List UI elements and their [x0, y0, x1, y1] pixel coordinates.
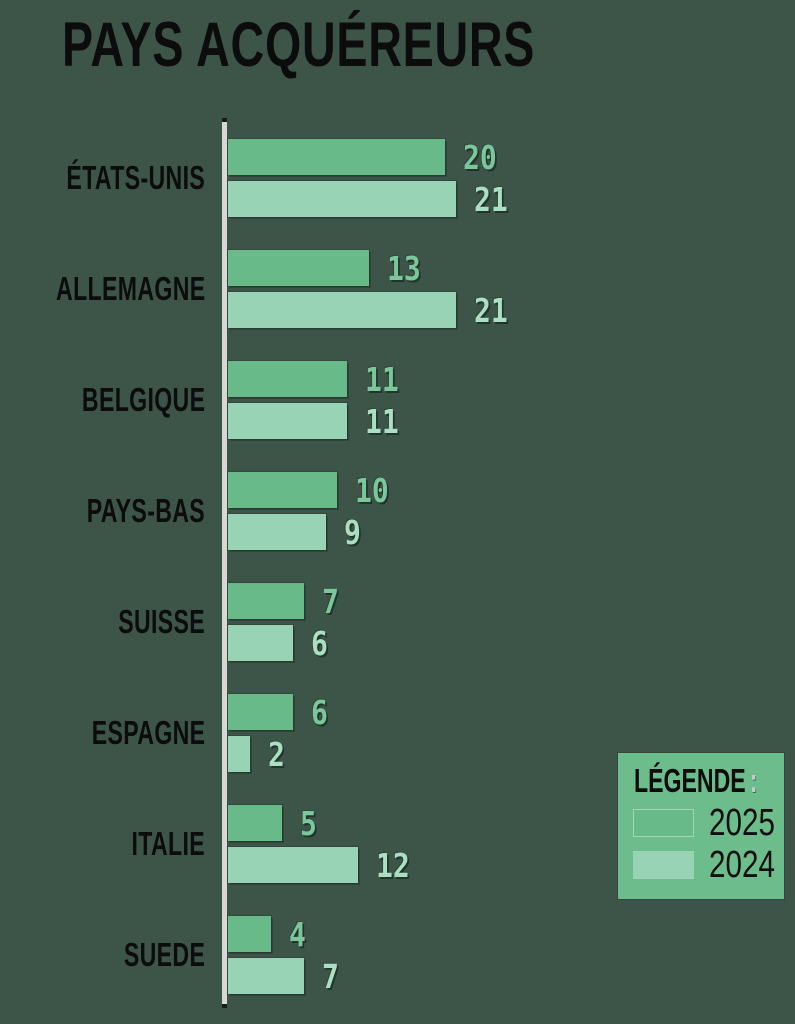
- legend-item-2025: 2025: [633, 804, 794, 842]
- bar-value-2024: 2: [268, 734, 285, 774]
- bar-value-2025: 7: [322, 581, 339, 621]
- country-label: ALLEMAGNE: [55, 270, 205, 307]
- bar-value-2025: 10: [355, 470, 389, 510]
- chart-title: PAYS ACQUÉREURS: [62, 10, 536, 80]
- country-label: BELGIQUE: [81, 381, 205, 418]
- bar-2025: [228, 694, 293, 730]
- bar-2024: [228, 847, 358, 883]
- country-label: ESPAGNE: [91, 714, 205, 751]
- bar-value-2025: 6: [311, 692, 328, 732]
- bar-value-2024: 12: [376, 845, 410, 885]
- legend-title: LÉGENDE:: [634, 762, 758, 800]
- country-label: SUEDE: [123, 936, 205, 973]
- legend-title-text: LÉGENDE: [634, 762, 746, 799]
- legend-label-2024: 2024: [709, 844, 775, 886]
- country-label: SUISSE: [118, 603, 205, 640]
- legend-item-2024: 2024: [633, 846, 794, 884]
- bar-2025: [228, 472, 337, 508]
- bar-2024: [228, 514, 326, 550]
- bar-value-2024: 21: [474, 179, 508, 219]
- chart-row: ESPAGNE 6 2: [0, 694, 795, 778]
- bar-2024: [228, 181, 456, 217]
- chart-row: SUEDE 4 7: [0, 916, 795, 1000]
- country-label: PAYS-BAS: [86, 492, 205, 529]
- chart-row: ÉTATS-UNIS 20 21: [0, 139, 795, 223]
- bar-2025: [228, 361, 347, 397]
- legend-swatch-2025: [633, 809, 694, 837]
- bar-value-2024: 6: [311, 623, 328, 663]
- y-axis-line: [222, 118, 227, 1008]
- bar-2025: [228, 250, 369, 286]
- legend-label-2025: 2025: [709, 802, 775, 844]
- bar-2025: [228, 139, 445, 175]
- chart-row: ITALIE 5 12: [0, 805, 795, 889]
- country-label: ÉTATS-UNIS: [66, 159, 205, 196]
- bar-value-2024: 11: [365, 401, 399, 441]
- legend: LÉGENDE: 2025 2024: [618, 753, 784, 899]
- bar-value-2024: 21: [474, 290, 508, 330]
- bar-2024: [228, 292, 456, 328]
- bar-2025: [228, 805, 282, 841]
- legend-swatch-2024: [633, 851, 694, 879]
- bar-value-2025: 11: [365, 359, 399, 399]
- bar-2024: [228, 403, 347, 439]
- chart-row: SUISSE 7 6: [0, 583, 795, 667]
- chart-row: ALLEMAGNE 13 21: [0, 250, 795, 334]
- bar-2025: [228, 583, 304, 619]
- country-label: ITALIE: [131, 825, 205, 862]
- bar-2024: [228, 625, 293, 661]
- bar-2024: [228, 736, 250, 772]
- bar-value-2025: 20: [463, 137, 497, 177]
- bar-2024: [228, 958, 304, 994]
- chart-row: BELGIQUE 11 11: [0, 361, 795, 445]
- legend-colon: :: [749, 762, 758, 799]
- bar-value-2025: 5: [300, 803, 317, 843]
- bar-value-2024: 9: [344, 512, 361, 552]
- bar-2025: [228, 916, 271, 952]
- bar-value-2025: 4: [289, 914, 306, 954]
- bar-value-2024: 7: [322, 956, 339, 996]
- bar-value-2025: 13: [387, 248, 421, 288]
- chart-row: PAYS-BAS 10 9: [0, 472, 795, 556]
